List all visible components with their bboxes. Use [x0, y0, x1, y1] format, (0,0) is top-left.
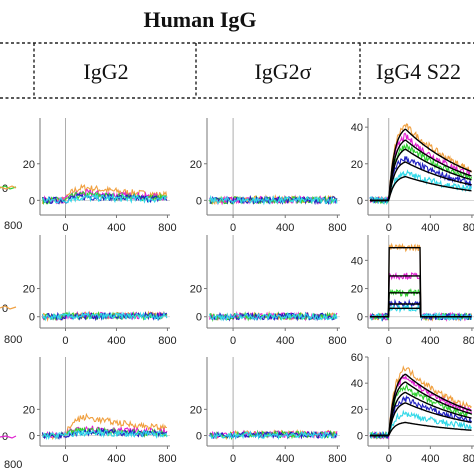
y-tick-label: 0 [29, 195, 35, 207]
fit-curve [370, 175, 472, 202]
y-tick-label: 0 [196, 312, 202, 324]
x-tick-label: 400 [421, 335, 439, 347]
x-tick-label: 800 [463, 453, 474, 465]
x-tick-label: 400 [276, 453, 294, 465]
y-tick-label: 0 [29, 431, 35, 443]
y-tick-label: 40 [351, 122, 363, 134]
x-tick-label: 800 [328, 335, 346, 347]
trace-orange [369, 365, 472, 439]
x-tick-label: 0 [386, 222, 392, 234]
cropped-trace [0, 185, 17, 190]
y-tick-label: 0 [357, 195, 363, 207]
y-tick-label: 0 [196, 431, 202, 443]
x-tick-label: 400 [107, 335, 125, 347]
panel-2-IgG4S22: 0 20 40 60 0 400 800 [351, 352, 474, 465]
x-tick-label: 0 [386, 335, 392, 347]
x-tick-label: 400 [421, 222, 439, 234]
trace-cyan [209, 311, 338, 322]
cropped-x-tick: 800 [4, 220, 22, 232]
trace-blue [42, 311, 168, 322]
x-tick-label: 0 [230, 222, 236, 234]
x-tick-label: 400 [107, 222, 125, 234]
fit-curve [370, 307, 472, 318]
x-tick-label: 800 [158, 222, 176, 234]
x-tick-label: 0 [230, 335, 236, 347]
trace-cyan [209, 194, 338, 206]
y-tick-label: 0 [196, 195, 202, 207]
trace-magenta [369, 132, 472, 204]
trace-cyan [209, 430, 338, 441]
x-tick-label: 800 [463, 335, 474, 347]
x-tick-label: 800 [158, 453, 176, 465]
y-tick-label: 20 [23, 404, 35, 416]
y-tick-label: 20 [351, 159, 363, 171]
cropped-trace [0, 185, 17, 190]
trace-cyan [42, 192, 168, 204]
y-tick-label: 20 [23, 284, 35, 296]
cropped-trace [0, 435, 17, 439]
x-tick-label: 400 [276, 222, 294, 234]
trace-green [369, 142, 473, 205]
y-tick-label: 20 [190, 284, 202, 296]
y-tick-label: 40 [351, 255, 363, 267]
y-tick-label: 20 [190, 404, 202, 416]
x-tick-label: 0 [62, 453, 68, 465]
trace-green [369, 383, 472, 440]
fit-curve [370, 421, 472, 437]
cropped-y-tick: 0 [2, 431, 8, 443]
y-tick-label: 0 [357, 431, 363, 443]
x-tick-label: 400 [276, 335, 294, 347]
y-tick-label: 0 [357, 312, 363, 324]
x-tick-label: 0 [62, 222, 68, 234]
cropped-trace [0, 305, 17, 310]
cropped-y-tick: 0 [2, 303, 8, 315]
chart-panels: 0200400800020040080002040040080002004008… [23, 118, 474, 465]
y-tick-label: 60 [351, 352, 363, 364]
cropped-x-tick: 800 [4, 334, 22, 346]
y-tick-label: 20 [23, 159, 35, 171]
column-header-igg2: IgG2 [83, 59, 128, 84]
y-tick-label: 20 [190, 159, 202, 171]
y-tick-label: 20 [351, 284, 363, 296]
x-tick-label: 0 [62, 335, 68, 347]
figure-title: Human IgG [143, 7, 256, 32]
trace-cyan [369, 169, 473, 206]
column-header-igg2-sigma: IgG2σ [254, 59, 311, 84]
x-tick-label: 800 [328, 453, 346, 465]
x-tick-label: 400 [421, 453, 439, 465]
trace-blue [369, 394, 473, 439]
cropped-x-tick: 800 [4, 459, 22, 471]
trace-cyan [41, 310, 168, 322]
trace-cyan [369, 409, 472, 439]
x-tick-label: 800 [463, 222, 474, 234]
x-tick-label: 0 [230, 453, 236, 465]
y-tick-label: 20 [351, 404, 363, 416]
trace-orange [369, 123, 473, 204]
trace-cyan [42, 428, 168, 441]
trace-cyan [369, 303, 473, 322]
column-header-igg4-s22: IgG4 S22 [376, 59, 461, 84]
x-tick-label: 400 [107, 453, 125, 465]
cropped-left-panels: 0 800 0 800 0 800 [0, 183, 22, 471]
y-tick-label: 40 [351, 378, 363, 390]
x-tick-label: 0 [386, 453, 392, 465]
x-tick-label: 800 [328, 222, 346, 234]
x-tick-label: 800 [158, 335, 176, 347]
y-tick-label: 0 [29, 312, 35, 324]
fit-curve [370, 373, 472, 437]
